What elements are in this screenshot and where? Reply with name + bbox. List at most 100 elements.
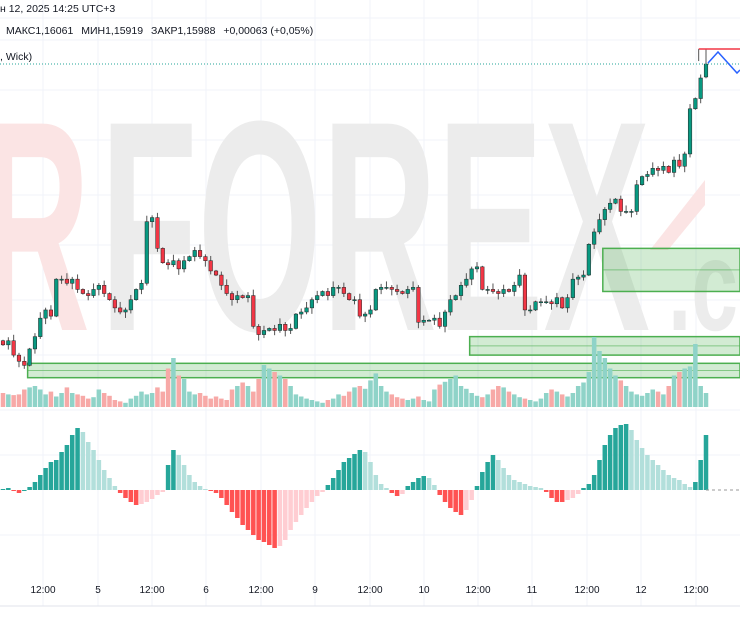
candle-body — [602, 209, 607, 220]
volume-bar — [91, 397, 96, 407]
watermark-forex: FOREX — [100, 58, 651, 394]
oscillator-bar — [586, 484, 592, 490]
indicator-legend[interactable]: , Wick) — [0, 51, 33, 63]
oscillator-bar — [219, 490, 224, 498]
oscillator-bar — [314, 490, 320, 496]
candle-body — [533, 301, 538, 311]
volume-bar — [75, 394, 80, 407]
oscillator-bar — [240, 490, 245, 525]
oscillator-bar — [575, 490, 581, 494]
candle-body — [554, 297, 559, 305]
candle-body — [107, 293, 112, 300]
candle-body — [522, 274, 527, 311]
candle-body — [586, 244, 591, 276]
oscillator-bar — [522, 484, 528, 490]
volume-bar — [208, 398, 213, 407]
candle-body — [485, 289, 490, 291]
volume-bar — [325, 400, 331, 407]
volume-bar — [11, 395, 16, 407]
candle-body — [693, 98, 698, 110]
candle-body — [379, 287, 384, 290]
ohlc-low: МИН1,15919 — [81, 25, 144, 37]
candle-body — [150, 217, 155, 222]
volume-bar — [527, 400, 533, 407]
oscillator-bar — [80, 432, 86, 490]
candle-body — [251, 295, 256, 327]
volume-bar — [171, 358, 176, 407]
volume-bar — [219, 398, 224, 407]
candle-body — [299, 311, 304, 315]
candle-body — [229, 293, 235, 300]
volume-bar — [501, 387, 506, 407]
watermark-suffix: .c — [668, 212, 738, 358]
time-axis-label: 12:00 — [574, 585, 600, 596]
oscillator-bar — [117, 490, 123, 493]
volume-bar — [512, 394, 517, 407]
oscillator-bar — [698, 460, 703, 490]
volume-bar — [506, 391, 512, 407]
candle-body — [192, 250, 197, 257]
oscillator-bar — [559, 490, 565, 502]
candle-body — [198, 250, 203, 257]
candle-body — [405, 289, 410, 294]
candle-body — [384, 287, 389, 289]
volume-bar — [607, 368, 613, 407]
volume-bar — [22, 389, 27, 407]
volume-bar — [133, 395, 139, 407]
candle-body — [608, 202, 613, 210]
candle-body — [331, 287, 336, 296]
volume-bar — [59, 393, 64, 407]
candle-body — [0, 340, 6, 346]
oscillator-bar — [543, 490, 549, 492]
volume-bar — [245, 386, 251, 407]
volume-bar — [235, 386, 240, 407]
volume-bar — [666, 386, 671, 407]
oscillator-bar — [112, 486, 118, 490]
volume-bar — [687, 366, 693, 407]
volume-bar — [448, 379, 453, 407]
candle-body — [469, 268, 474, 280]
candle-body — [59, 278, 64, 281]
oscillator-bar — [469, 490, 474, 500]
oscillator-bar — [496, 460, 501, 490]
candle-body — [43, 309, 48, 319]
volume-bar — [192, 394, 197, 407]
candle-body — [256, 326, 261, 335]
oscillator-bar — [666, 475, 671, 490]
candle-body — [592, 231, 597, 245]
candle-body — [512, 285, 517, 292]
volume-bar — [474, 395, 480, 407]
volume-bar — [480, 397, 485, 407]
candle-body — [293, 313, 298, 329]
oscillator-histogram — [0, 424, 740, 548]
oscillator-bar — [421, 476, 426, 490]
candle-body — [570, 278, 575, 298]
candle-body — [235, 295, 240, 300]
volume-bar — [618, 380, 624, 407]
candle-body — [560, 297, 565, 309]
candle-body — [123, 309, 128, 313]
candle-body — [421, 319, 426, 323]
candle-body — [182, 260, 187, 270]
volume-bar — [703, 393, 709, 407]
volume-bar — [405, 400, 411, 407]
oscillator-bar — [506, 475, 512, 490]
volume-bar — [304, 398, 309, 407]
candle-body — [368, 309, 373, 315]
oscillator-bar — [501, 468, 506, 490]
volume-bar — [336, 394, 341, 407]
oscillator-bar — [64, 445, 70, 490]
oscillator-bar — [527, 486, 533, 490]
volume-bar — [570, 393, 576, 407]
ohlc-legend: МАКС1,16061 МИН1,15919 ЗАКР1,15988 +0,00… — [6, 25, 318, 37]
candle-body — [171, 260, 176, 266]
volume-bar — [378, 386, 384, 407]
volume-bar — [181, 379, 187, 407]
volume-bar — [112, 400, 118, 407]
oscillator-bar — [373, 475, 379, 490]
oscillator-bar — [283, 490, 288, 540]
volume-bar — [384, 391, 389, 407]
oscillator-bar — [464, 490, 469, 510]
time-axis-label: 12:00 — [465, 585, 491, 596]
